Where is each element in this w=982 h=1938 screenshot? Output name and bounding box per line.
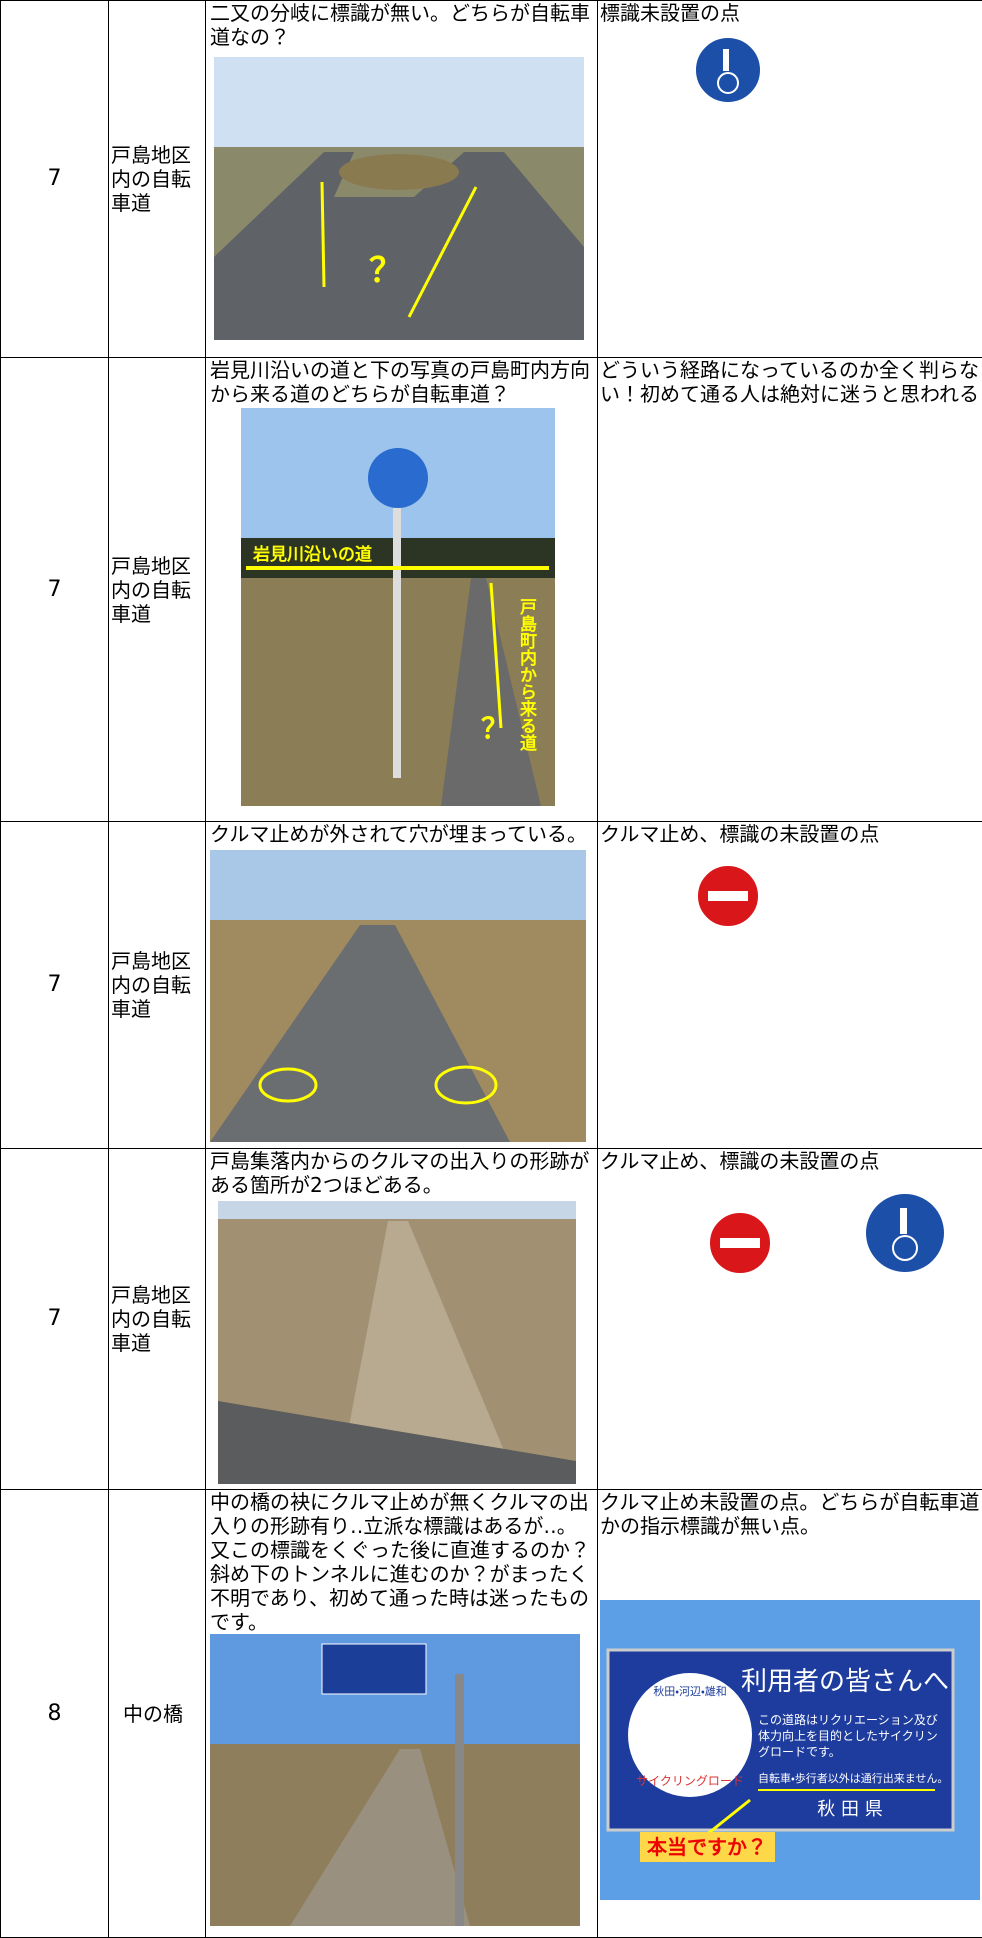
description-cell: 戸島集落内からのクルマの出入りの形跡がある箇所が2つほどある。	[206, 1149, 598, 1490]
row: 7 戸島地区内の自転車道 クルマ止めが外されて穴が埋まっている。 クルマ止め、標…	[1, 822, 982, 1149]
note: どういう経路になっているのか全く判らない！初めて通る人は絶対に迷うと思われる	[600, 358, 980, 406]
photo-label: ？	[369, 251, 403, 291]
sign-text: 本当ですか？	[646, 1835, 767, 1859]
row: 7 戸島地区内の自転車道 岩見川沿いの道と下の写真の戸島町内方向から来る道のどち…	[1, 358, 982, 822]
note: クルマ止め、標識の未設置の点	[600, 1149, 980, 1173]
place-cell: 戸島地区内の自転車道	[109, 1, 206, 358]
description-cell: クルマ止めが外されて穴が埋まっている。	[206, 822, 598, 1149]
description-cell: 岩見川沿いの道と下の写真の戸島町内方向から来る道のどちらが自転車道？ 岩見川沿い…	[206, 358, 598, 822]
place: 戸島地区内の自転車道	[111, 143, 195, 215]
sign-text: この道路はリクリエーション及び体力向上を目的としたサイクリングロードです。	[758, 1712, 948, 1760]
photo	[210, 1634, 580, 1926]
sign-icons	[600, 846, 980, 936]
note: クルマ止め未設置の点。どちらが自転車道かの指示標識が無い点。	[600, 1490, 980, 1538]
sign-photo: 秋田・河辺・雄和 サイクリングロード 利用者の皆さんへ この道路はリクリエーショ…	[600, 1600, 980, 1900]
row-number: 8	[1, 1490, 109, 1938]
place: 戸島地区内の自転車道	[111, 949, 195, 1021]
place-cell: 戸島地区内の自転車道	[109, 358, 206, 822]
photo	[210, 850, 586, 1142]
description: クルマ止めが外されて穴が埋まっている。	[208, 822, 595, 846]
sign-icons	[600, 25, 980, 115]
sign-text: 秋 田 県	[817, 1799, 882, 1820]
photo: ？	[214, 57, 584, 340]
note-cell: クルマ止め未設置の点。どちらが自転車道かの指示標識が無い点。 秋田・河辺・雄和 …	[598, 1490, 982, 1938]
sign-text: サイクリングロード	[636, 1774, 744, 1788]
row: 7 戸島地区内の自転車道 二又の分岐に標識が無い。どちらが自転車道なの？ ？ 標…	[1, 1, 982, 358]
row-number: 7	[1, 822, 109, 1149]
place-cell: 戸島地区内の自転車道	[109, 1149, 206, 1490]
place-cell: 中の橋	[109, 1490, 206, 1938]
place-cell: 戸島地区内の自転車道	[109, 822, 206, 1149]
photo-label: 岩見川沿いの道	[252, 544, 372, 565]
note: クルマ止め、標識の未設置の点	[600, 822, 980, 846]
row-number: 7	[1, 1149, 109, 1490]
place: 戸島地区内の自転車道	[111, 1283, 195, 1355]
note-cell: どういう経路になっているのか全く判らない！初めて通る人は絶対に迷うと思われる	[598, 358, 982, 822]
note-cell: 標識未設置の点	[598, 1, 982, 358]
photo: 岩見川沿いの道 戸島町内から来る道 ？	[241, 408, 555, 806]
place: 戸島地区内の自転車道	[111, 554, 195, 626]
description: 戸島集落内からのクルマの出入りの形跡がある箇所が2つほどある。	[208, 1149, 595, 1197]
note: 標識未設置の点	[600, 1, 980, 25]
photo-label: 戸島町内から来る道	[516, 598, 538, 752]
row-number: 7	[1, 1, 109, 358]
row: 7 戸島地区内の自転車道 戸島集落内からのクルマの出入りの形跡がある箇所が2つほ…	[1, 1149, 982, 1490]
sign-text: 自転車・歩行者以外は通行出来ません。	[758, 1771, 948, 1785]
note-cell: クルマ止め、標識の未設置の点	[598, 822, 982, 1149]
description-cell: 二又の分岐に標識が無い。どちらが自転車道なの？ ？	[206, 1, 598, 358]
row-number: 7	[1, 358, 109, 822]
description: 岩見川沿いの道と下の写真の戸島町内方向から来る道のどちらが自転車道？	[208, 358, 595, 406]
description: 中の橋の袂にクルマ止めが無くクルマの出入りの形跡有り‥立派な標識はあるが‥。又こ…	[208, 1490, 595, 1634]
note-cell: クルマ止め、標識の未設置の点	[598, 1149, 982, 1490]
sign-text: 利用者の皆さんへ	[741, 1667, 949, 1697]
row: 8 中の橋 中の橋の袂にクルマ止めが無くクルマの出入りの形跡有り‥立派な標識はあ…	[1, 1490, 982, 1938]
place: 中の橋	[111, 1702, 195, 1726]
sign-icons	[600, 1173, 980, 1283]
sign-text: 秋田・河辺・雄和	[653, 1684, 726, 1698]
photo-label: ？	[481, 712, 509, 745]
description-cell: 中の橋の袂にクルマ止めが無くクルマの出入りの形跡有り‥立派な標識はあるが‥。又こ…	[206, 1490, 598, 1938]
photo	[218, 1201, 576, 1484]
description: 二又の分岐に標識が無い。どちらが自転車道なの？	[208, 1, 595, 49]
